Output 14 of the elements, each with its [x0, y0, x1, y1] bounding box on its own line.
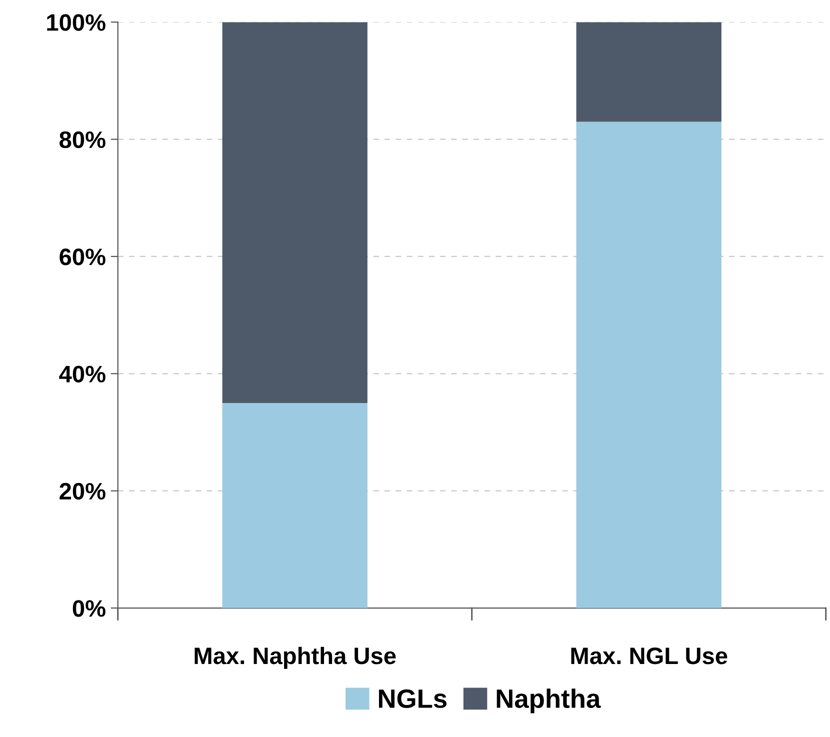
bar — [222, 402, 368, 608]
x-tick-label: Max. Naphtha Use — [194, 646, 396, 669]
bar — [222, 22, 368, 403]
y-tick-label: 0% — [72, 600, 106, 617]
y-tick-label: 80% — [60, 131, 106, 148]
bar — [576, 22, 722, 122]
legend-label: Naphtha — [496, 688, 601, 714]
bar — [576, 122, 722, 608]
legend-label: NGLs — [378, 689, 447, 708]
y-tick-label: 100% — [47, 14, 106, 31]
y-tick-label: 20% — [60, 482, 106, 500]
y-tick-label: 60% — [60, 248, 106, 266]
x-tick-label: Max. NGL Use — [571, 648, 728, 664]
y-tick-label: 40% — [59, 366, 106, 382]
